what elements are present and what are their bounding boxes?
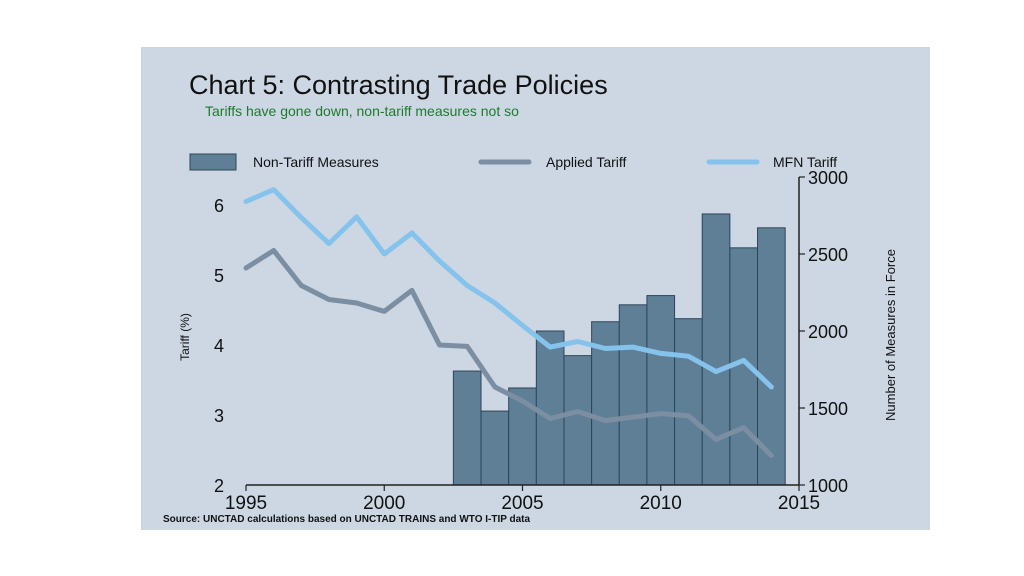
bar-ntm-2006 (535, 330, 565, 486)
bar-ntm-2011 (674, 318, 703, 486)
y-axis-title: Tariff (%) (178, 313, 192, 361)
line-mfn-tariff (243, 187, 774, 390)
y2-tick-label-1: 1500 (808, 399, 848, 419)
y2-tick-label-0: 1000 (808, 476, 848, 496)
x-tick-label-2: 2005 (501, 493, 543, 514)
y-tick-label-1: 3 (214, 406, 224, 426)
legend-label-mfn: MFN Tariff (773, 154, 837, 170)
bar-ntm-2007 (563, 355, 593, 486)
legend-label-ntm: Non-Tariff Measures (253, 154, 379, 170)
x-tick-label-3: 2010 (640, 493, 682, 514)
bar-ntm-2009 (618, 304, 648, 486)
y-tick-label-0: 2 (214, 476, 224, 496)
bar-ntm-2004 (480, 410, 510, 486)
y-tick-label-2: 4 (214, 336, 224, 356)
y2-tick-label-2: 2000 (808, 322, 848, 342)
source-note: Source: UNCTAD calculations based on UNC… (163, 514, 531, 525)
x-tick-label-0: 1995 (225, 493, 267, 514)
chart-title: Chart 5: Contrasting Trade Policies (189, 70, 608, 100)
chart-svg: 1995 2000 2005 2010 2015 2 3 4 5 6 1000 1500 2000 250… (178, 153, 898, 514)
y-tick-label-3: 5 (214, 266, 224, 286)
y2-tick-label-3: 2500 (808, 245, 848, 265)
x-tick-label-1: 2000 (363, 493, 405, 514)
legend-label-applied: Applied Tariff (546, 154, 627, 170)
y2-axis-title: Number of Measures in Force (883, 249, 898, 421)
y2-tick-label-4: 3000 (808, 168, 848, 188)
chart-subtitle: Tariffs have gone down, non-tariff measu… (205, 103, 519, 119)
line-applied-tariff (243, 248, 774, 459)
bar-ntm-2010 (646, 295, 676, 486)
chart-slide: Chart 5: Contrasting Trade Policies Tari… (141, 47, 930, 530)
bar-ntm-2012 (701, 213, 731, 486)
y-tick-label-4: 6 (214, 196, 224, 216)
bar-ntm-2003 (452, 370, 482, 486)
legend-swatch-ntm (189, 153, 237, 171)
x-tick-label-4: 2015 (778, 493, 820, 514)
